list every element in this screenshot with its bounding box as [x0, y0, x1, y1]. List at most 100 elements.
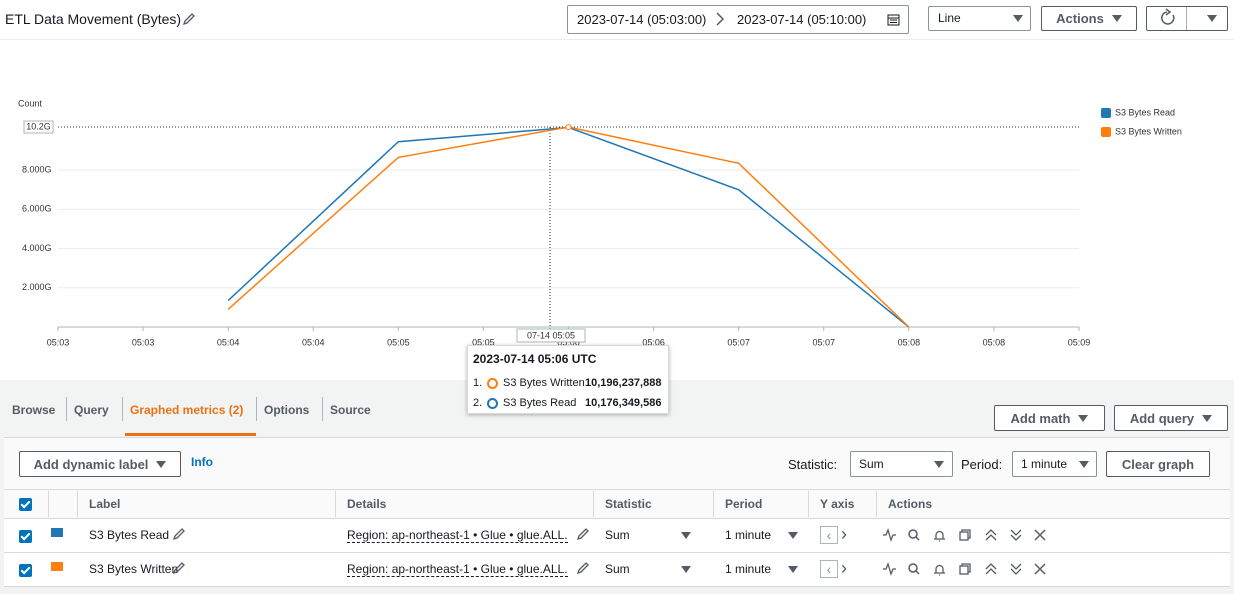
crosshair-y-box — [23, 120, 54, 134]
y-axis-right[interactable]: › — [841, 558, 847, 578]
stat-arrow[interactable] — [681, 532, 691, 539]
tooltip-value: 10,176,349,586 — [585, 397, 662, 409]
legend-label: S3 Bytes Written — [1115, 126, 1182, 136]
edit-icon[interactable] — [182, 12, 196, 26]
dropdown-arrow — [1207, 15, 1217, 22]
dropdown-arrow — [1013, 15, 1023, 22]
refresh-button[interactable] — [1146, 6, 1228, 31]
legend-swatch — [1101, 127, 1111, 137]
row-action-icons[interactable] — [882, 561, 1052, 577]
statistic-value: Sum — [859, 457, 884, 471]
clear-graph-button[interactable]: Clear graph — [1106, 451, 1210, 477]
row-color — [51, 528, 63, 539]
column-separator — [335, 491, 336, 517]
info-link[interactable]: Info — [191, 455, 213, 469]
tab[interactable]: Graphed metrics (2) — [130, 403, 244, 417]
column-header: Period — [725, 497, 763, 511]
legend-label: S3 Bytes Read — [1115, 107, 1175, 117]
hover-marker — [565, 124, 572, 131]
crosshair-y-label: 10.2G — [26, 121, 51, 131]
tooltip-marker — [487, 378, 498, 389]
row-details: Region: ap-northeast-1 • Glue • glue.ALL… — [347, 528, 568, 543]
x-tick-label: 05:04 — [217, 337, 240, 347]
calendar-icon[interactable] — [887, 13, 900, 26]
dropdown-arrow — [1078, 414, 1089, 422]
x-tick-label: 05:07 — [727, 337, 750, 347]
x-tick-label: 05:05 — [387, 337, 410, 347]
tooltip-name: S3 Bytes Written — [503, 377, 585, 389]
x-tick-label: 05:03 — [132, 337, 155, 347]
tooltip-title: 2023-07-14 05:06 UTC — [473, 352, 597, 366]
tab-separator — [322, 397, 323, 421]
chart: Count 2.000G 4.000G 6.000G 8.000G 05:03 05:03… — [18, 98, 1182, 347]
period-value: 1 minute — [1021, 457, 1068, 471]
x-tick-label: 05:03 — [47, 337, 70, 347]
actions-button[interactable]: Actions — [1041, 6, 1137, 31]
legend-swatch — [1101, 108, 1111, 118]
header-bar — [0, 0, 1234, 40]
row-actions — [882, 561, 1052, 582]
y-axis-right[interactable]: › — [841, 524, 847, 544]
y-tick-label: 8.000G — [22, 165, 52, 175]
y-axis-label: Count — [18, 98, 43, 108]
edit-icon[interactable] — [576, 561, 590, 575]
tab-separator — [122, 397, 123, 421]
y-tick-label: 6.000G — [22, 204, 52, 214]
select-all-checkbox[interactable] — [19, 498, 32, 511]
period-arrow[interactable] — [788, 532, 798, 539]
active-tab-underline — [125, 433, 256, 436]
period-label: Period: — [961, 457, 1003, 472]
tab[interactable]: Source — [330, 403, 371, 417]
time-range[interactable] — [567, 5, 909, 34]
row-period: 1 minute — [725, 528, 772, 542]
column-separator — [77, 491, 78, 517]
dropdown-arrow — [1079, 461, 1089, 468]
edit-icon[interactable] — [172, 527, 186, 541]
edit-icon[interactable] — [576, 527, 590, 541]
dropdown-arrow — [1202, 414, 1213, 422]
row-label: S3 Bytes Read — [89, 528, 170, 542]
column-header: Statistic — [605, 497, 652, 511]
dropdown-arrow — [934, 461, 944, 468]
dropdown-arrow — [156, 460, 167, 468]
actions-text: Actions — [1056, 11, 1104, 26]
y-tick-label: 2.000G — [22, 282, 52, 292]
edit-icon[interactable] — [172, 561, 186, 575]
statistic-label: Statistic: — [788, 457, 838, 472]
add-dynamic-label-button[interactable]: Add dynamic label — [19, 451, 181, 477]
arrow-icon — [716, 12, 725, 26]
tooltip-rank: 1. — [473, 377, 483, 389]
period-arrow[interactable] — [788, 566, 798, 573]
row-checkbox[interactable] — [19, 564, 32, 577]
dropdown-arrow — [1111, 15, 1122, 22]
tab[interactable]: Options — [264, 403, 310, 417]
button-text: Add dynamic label — [33, 456, 149, 472]
row-edit — [172, 527, 186, 546]
column-header: Details — [347, 497, 387, 511]
column-header: Actions — [888, 497, 933, 511]
tab-separator — [256, 397, 257, 421]
column-separator — [808, 491, 809, 517]
row-statistic: Sum — [605, 562, 630, 576]
row-checkbox[interactable] — [19, 530, 32, 543]
tab[interactable]: Query — [74, 403, 109, 417]
table-border — [4, 586, 1230, 587]
add-query-button[interactable]: Add query — [1114, 405, 1228, 431]
row-period: 1 minute — [725, 562, 772, 576]
x-tick-label: 05:06 — [642, 337, 665, 347]
tab[interactable]: Browse — [12, 403, 56, 417]
tooltip-name: S3 Bytes Read — [503, 397, 577, 409]
column-separator — [593, 491, 594, 517]
y-tick-label: 4.000G — [22, 243, 52, 253]
tooltip-value: 10,196,237,888 — [585, 377, 662, 389]
y-axis-toggle[interactable]: ‹ — [820, 560, 838, 578]
x-tick-label: 05:05 — [472, 337, 495, 347]
y-axis-toggle[interactable]: ‹ — [820, 526, 838, 544]
table-border — [4, 489, 1230, 490]
widget-title: ETL Data Movement (Bytes) — [5, 11, 182, 27]
row-action-icons[interactable] — [882, 527, 1052, 543]
stat-arrow[interactable] — [681, 566, 691, 573]
add-math-button[interactable]: Add math — [994, 405, 1105, 431]
series-line — [227, 126, 910, 328]
table-border — [4, 518, 1230, 519]
